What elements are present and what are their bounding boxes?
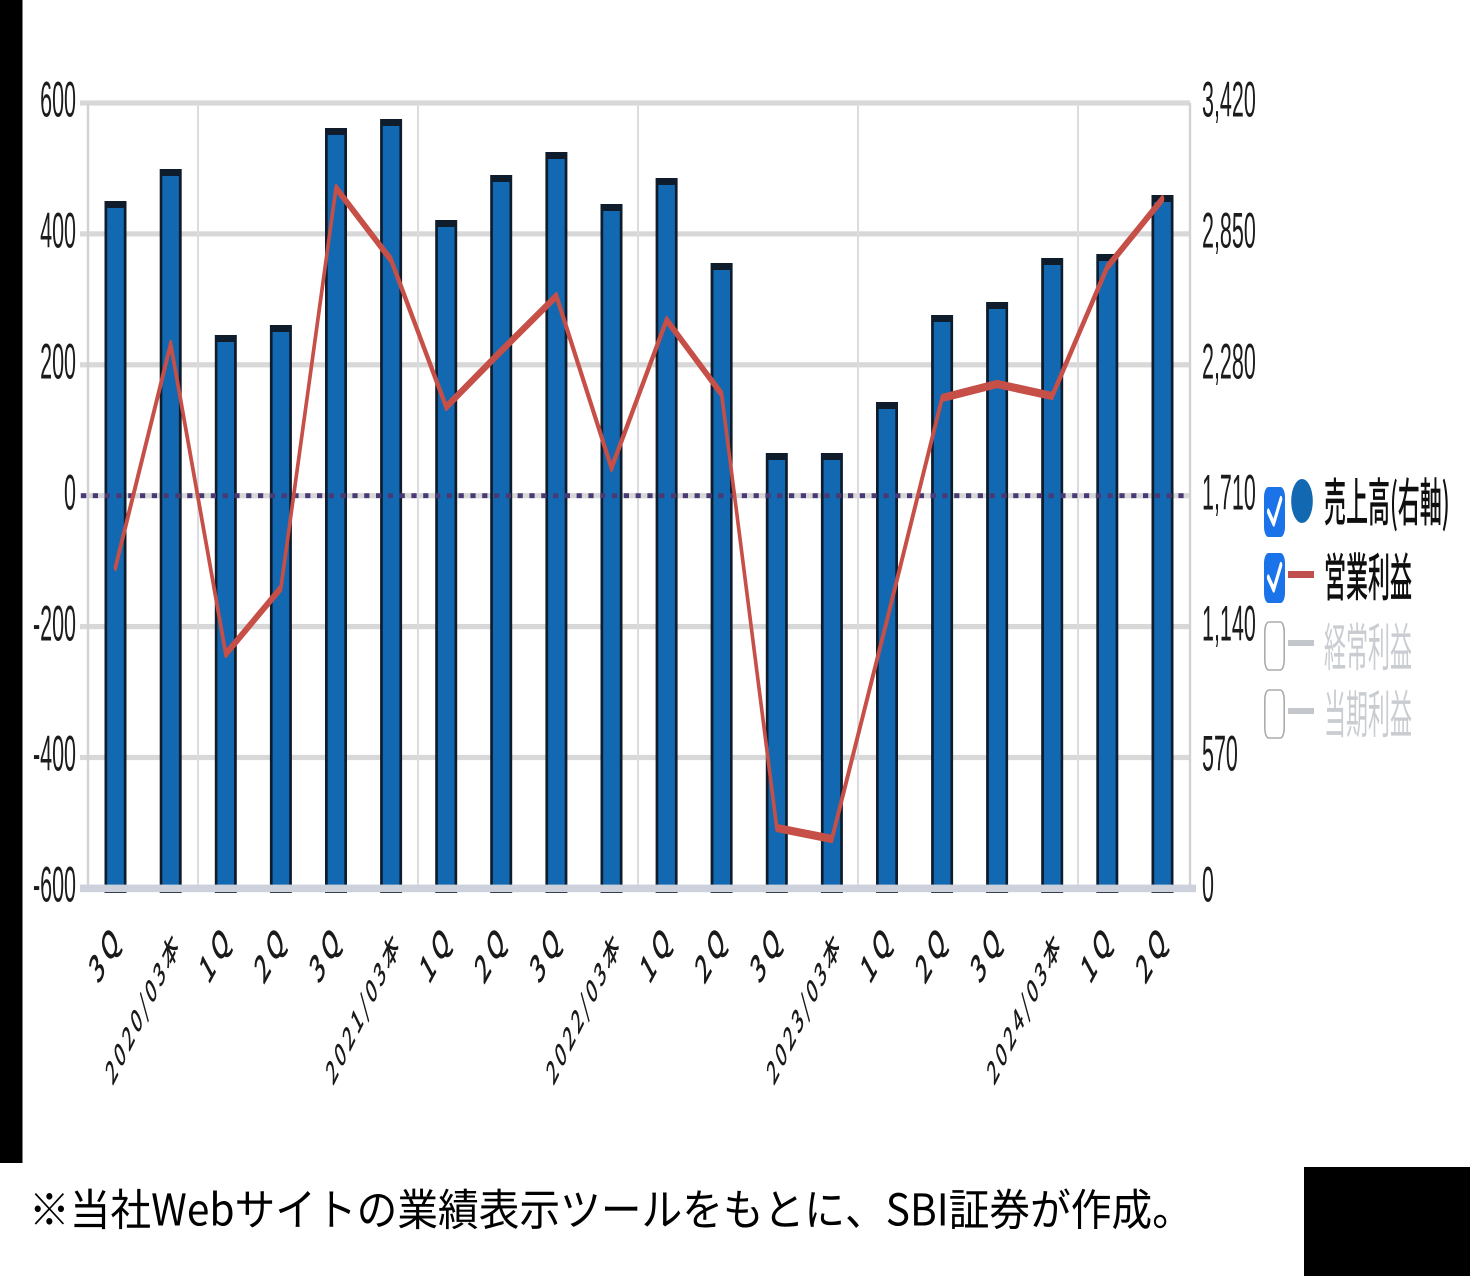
svg-text:3,420: 3,420 [1202,72,1256,128]
svg-text:400: 400 [40,203,76,259]
svg-text:-400: -400 [33,726,76,782]
svg-text:-600: -600 [33,857,76,913]
svg-text:1,140: 1,140 [1202,596,1256,652]
svg-text:1,710: 1,710 [1202,465,1256,521]
svg-text:200: 200 [40,334,76,390]
svg-text:2,850: 2,850 [1202,203,1256,259]
svg-text:0: 0 [64,465,76,521]
svg-text:0: 0 [1202,857,1214,913]
svg-text:2,280: 2,280 [1202,334,1256,390]
svg-text:600: 600 [40,72,76,128]
svg-text:570: 570 [1202,726,1238,782]
svg-text:-200: -200 [33,596,76,652]
